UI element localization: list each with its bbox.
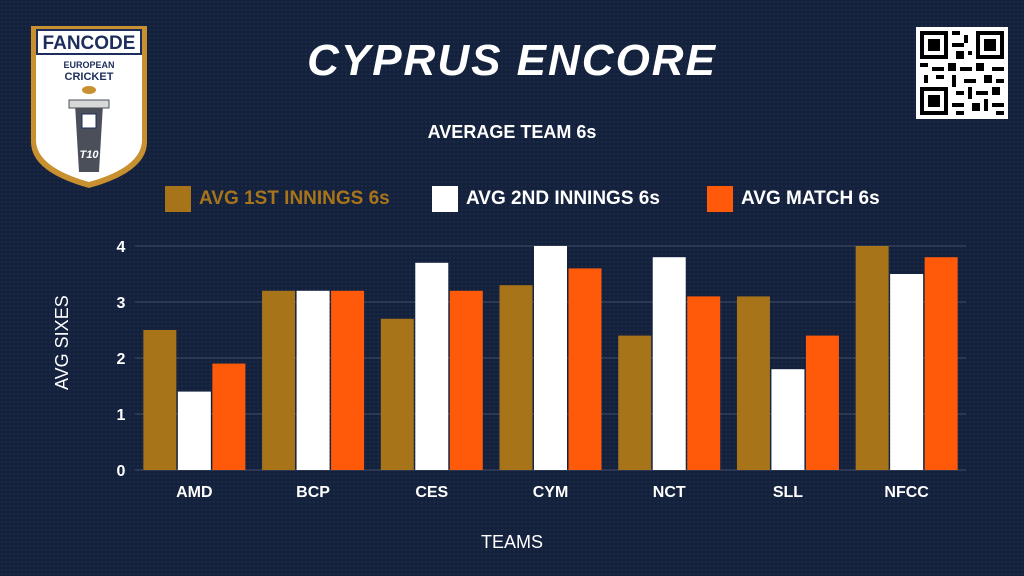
legend-label-second-innings: AVG 2ND INNINGS 6s [466,188,660,209]
legend-label-match: AVG MATCH 6s [741,188,880,209]
bar-sll-series-2 [771,369,805,470]
bar-bcp-series-3 [331,290,365,470]
bar-nct-series-3 [687,296,721,470]
bar-ces-series-1 [380,318,414,470]
bar-cym-series-2 [534,246,567,470]
y-tick-label: 2 [117,351,126,368]
logo-brand-text: FANCODE [43,33,136,54]
legend-swatch-second-innings [432,186,458,212]
bar-sll-series-3 [805,335,839,470]
legend-swatch-first-innings [165,186,191,212]
bar-nfcc-series-2 [890,274,924,470]
x-tick-label: NCT [653,484,686,501]
legend-item-second-innings: AVG 2ND INNINGS 6s [432,186,660,212]
x-tick-label: AMD [176,484,212,501]
legend-item-first-innings: AVG 1ST INNINGS 6s [165,186,390,212]
bar-amd-series-3 [212,363,246,470]
legend-swatch-match [707,186,733,212]
chart-legend: AVG 1ST INNINGS 6s AVG 2ND INNINGS 6s AV… [0,186,1024,216]
logo-line1-text: EUROPEAN [63,60,114,70]
bar-amd-series-2 [177,391,211,470]
bar-nfcc-series-3 [924,257,958,470]
y-tick-label: 0 [117,463,126,480]
bar-sll-series-1 [736,296,770,470]
logo-badge-text: T10 [80,149,100,161]
logo-line2-text: CRICKET [65,71,114,83]
x-tick-label: CYM [533,484,569,501]
chart-subtitle: AVERAGE TEAM 6s [427,122,597,142]
legend-label-first-innings: AVG 1ST INNINGS 6s [199,188,390,209]
bar-ces-series-3 [449,290,483,470]
qr-code-icon [916,27,1008,119]
x-axis-label: TEAMS [480,532,543,552]
y-tick-label: 4 [117,239,126,256]
y-tick-label: 1 [117,407,126,424]
bar-bcp-series-1 [262,290,296,470]
x-tick-label: CES [415,484,448,501]
bar-ces-series-2 [415,262,449,470]
bar-bcp-series-2 [296,290,330,470]
page-title: CYPRUS ENCORE [307,36,717,85]
legend-item-match: AVG MATCH 6s [707,186,880,212]
y-tick-label: 3 [117,295,126,312]
bar-nfcc-series-1 [855,246,889,470]
bar-nct-series-1 [618,335,652,470]
fancode-european-cricket-logo: FANCODE EUROPEAN CRICKET T10 [31,26,147,188]
bar-cym-series-1 [499,285,533,470]
x-tick-label: NFCC [884,484,929,501]
bar-cym-series-3 [568,268,602,470]
bar-amd-series-1 [143,330,177,470]
bar-nct-series-2 [652,257,686,470]
x-tick-label: SLL [773,484,803,501]
x-tick-label: BCP [296,484,330,501]
y-axis-label: AVG SIXES [52,295,72,390]
